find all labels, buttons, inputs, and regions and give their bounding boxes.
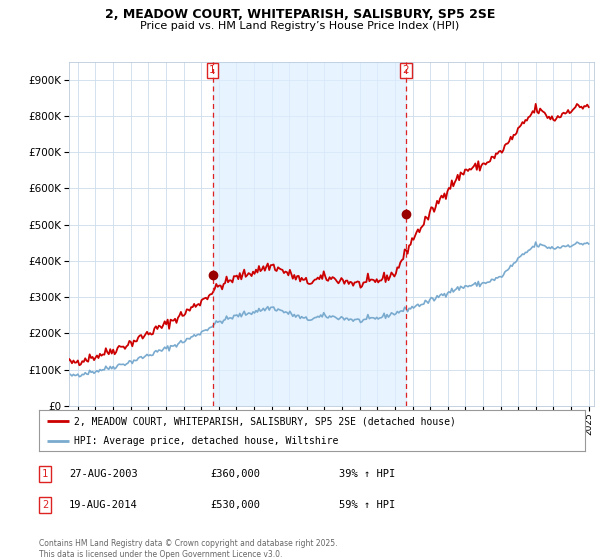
- Text: 1: 1: [42, 469, 48, 479]
- Text: Price paid vs. HM Land Registry’s House Price Index (HPI): Price paid vs. HM Land Registry’s House …: [140, 21, 460, 31]
- Text: HPI: Average price, detached house, Wiltshire: HPI: Average price, detached house, Wilt…: [74, 436, 339, 446]
- Text: 2: 2: [403, 65, 409, 75]
- Text: 2, MEADOW COURT, WHITEPARISH, SALISBURY, SP5 2SE (detached house): 2, MEADOW COURT, WHITEPARISH, SALISBURY,…: [74, 417, 457, 426]
- Text: £530,000: £530,000: [210, 500, 260, 510]
- Text: 2, MEADOW COURT, WHITEPARISH, SALISBURY, SP5 2SE: 2, MEADOW COURT, WHITEPARISH, SALISBURY,…: [105, 8, 495, 21]
- Text: 39% ↑ HPI: 39% ↑ HPI: [339, 469, 395, 479]
- Text: Contains HM Land Registry data © Crown copyright and database right 2025.
This d: Contains HM Land Registry data © Crown c…: [39, 539, 337, 559]
- Text: 1: 1: [209, 65, 216, 75]
- Text: £360,000: £360,000: [210, 469, 260, 479]
- Text: 19-AUG-2014: 19-AUG-2014: [69, 500, 138, 510]
- Text: 2: 2: [42, 500, 48, 510]
- Bar: [212, 62, 406, 406]
- Text: 59% ↑ HPI: 59% ↑ HPI: [339, 500, 395, 510]
- Text: 27-AUG-2003: 27-AUG-2003: [69, 469, 138, 479]
